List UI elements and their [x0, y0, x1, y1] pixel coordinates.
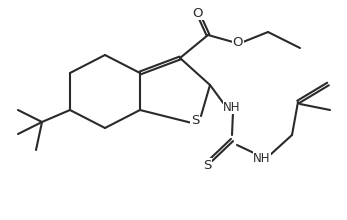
Text: NH: NH	[253, 152, 271, 165]
Text: S: S	[191, 114, 199, 126]
Text: O: O	[233, 35, 243, 48]
Text: O: O	[193, 7, 203, 20]
Text: S: S	[203, 158, 211, 172]
Text: NH: NH	[223, 101, 241, 114]
